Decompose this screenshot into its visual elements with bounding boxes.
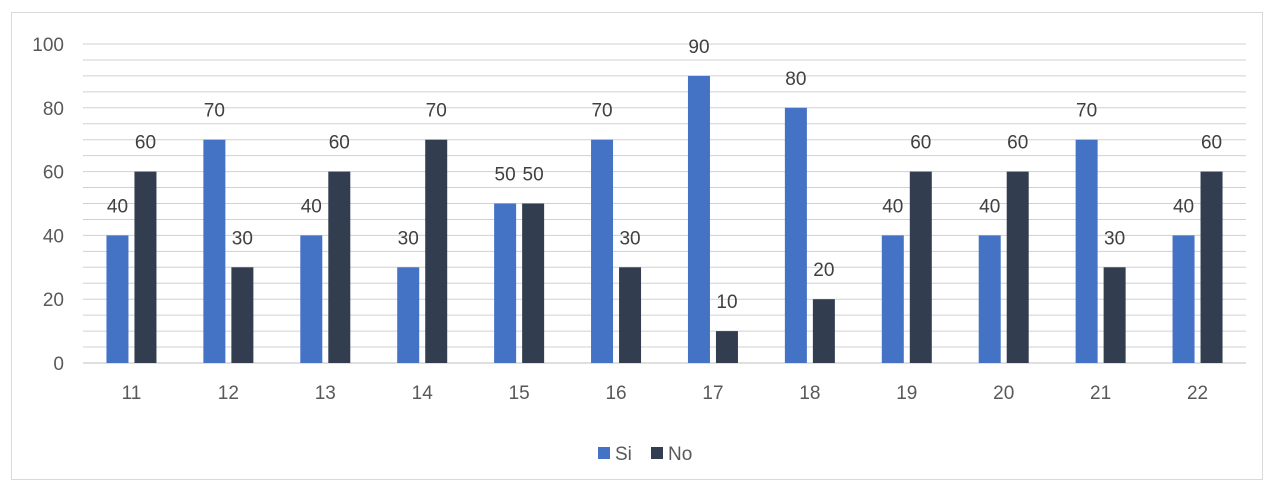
data-label: 40: [979, 196, 1000, 217]
bar-si-21: [1075, 139, 1098, 363]
y-tick-label: 40: [43, 226, 64, 247]
x-tick-label: 14: [412, 383, 434, 404]
x-tick-label: 17: [702, 383, 723, 404]
x-tick-label: 19: [896, 383, 917, 404]
data-label: 40: [107, 196, 128, 217]
x-tick-label: 15: [509, 383, 530, 404]
x-tick-label: 11: [122, 383, 142, 404]
data-label: 50: [495, 165, 516, 186]
x-tick-label: 12: [218, 383, 239, 404]
gridlines: [83, 43, 1246, 364]
data-label: 50: [523, 165, 544, 186]
data-label: 40: [1173, 196, 1194, 217]
data-label: 10: [716, 292, 737, 313]
legend-swatch-no: [651, 447, 663, 459]
data-label: 80: [785, 69, 806, 90]
data-label: 30: [619, 228, 640, 249]
x-tick-label: 18: [799, 383, 820, 404]
data-label: 70: [426, 101, 447, 122]
x-tick-label: 16: [605, 383, 626, 404]
data-label: 60: [135, 133, 156, 154]
bar-no-19: [909, 171, 932, 363]
bar-no-21: [1103, 267, 1126, 363]
bar-no-22: [1200, 171, 1223, 363]
bar-no-20: [1006, 171, 1029, 363]
bar-si-22: [1172, 235, 1195, 363]
legend-label-no: No: [668, 444, 692, 465]
y-tick-label: 0: [53, 354, 64, 375]
bar-si-19: [881, 235, 904, 363]
bar-si-17: [687, 75, 710, 364]
bar-si-14: [397, 267, 420, 363]
legend-label-si: Si: [615, 444, 632, 465]
data-label: 70: [204, 101, 225, 122]
bar-no-11: [134, 171, 157, 363]
bar-si-13: [300, 235, 323, 363]
y-tick-label: 20: [43, 290, 64, 311]
bar-si-15: [494, 203, 517, 363]
data-label: 30: [1104, 228, 1125, 249]
bar-no-17: [715, 331, 738, 363]
bar-no-13: [328, 171, 351, 363]
data-label: 70: [1076, 101, 1097, 122]
bar-si-12: [203, 139, 226, 363]
y-tick-label: 100: [32, 35, 64, 56]
data-label: 70: [591, 101, 612, 122]
data-label: 40: [301, 196, 322, 217]
x-tick-label: 21: [1090, 383, 1111, 404]
x-tick-label: 20: [993, 383, 1014, 404]
bar-no-16: [619, 267, 642, 363]
x-axis: 11 12 13 14 15 16 17 18 19 20 21 22: [122, 383, 1209, 404]
data-label: 30: [398, 228, 419, 249]
x-tick-label: 13: [315, 383, 336, 404]
bar-si-18: [784, 107, 807, 363]
x-tick-label: 22: [1187, 383, 1208, 404]
bar-no-12: [231, 267, 254, 363]
legend: Si No: [598, 444, 692, 465]
data-label: 60: [1201, 133, 1222, 154]
data-label: 20: [813, 260, 834, 281]
bar-si-20: [978, 235, 1001, 363]
y-axis: 0 20 40 60 80 100: [32, 35, 64, 375]
bar-no-15: [522, 203, 545, 363]
bars: [106, 75, 1223, 364]
bar-si-16: [591, 139, 614, 363]
bar-no-18: [812, 299, 835, 363]
data-label: 30: [232, 228, 253, 249]
data-label: 60: [329, 133, 350, 154]
data-label: 90: [688, 37, 709, 58]
data-labels: 40 60 70 30 40 60 30 70 50 50 70 30 90 10 80 20 40 60 40 60…: [107, 37, 1222, 313]
bar-si-11: [106, 235, 129, 363]
y-tick-label: 60: [43, 163, 64, 184]
legend-swatch-si: [598, 447, 610, 459]
data-label: 40: [882, 196, 903, 217]
y-tick-label: 80: [43, 99, 64, 120]
data-label: 60: [910, 133, 931, 154]
data-label: 60: [1007, 133, 1028, 154]
bar-no-14: [425, 139, 448, 363]
